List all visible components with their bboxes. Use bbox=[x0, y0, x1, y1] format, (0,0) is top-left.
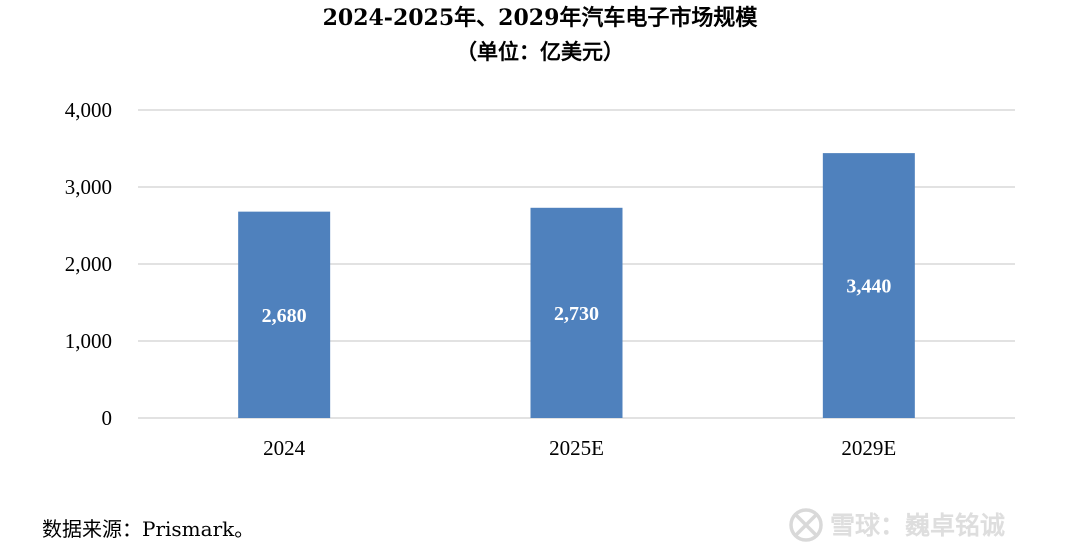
y-axis-tick-labels: 0 1,000 2,000 3,000 4,000 bbox=[65, 98, 112, 430]
data-label: 2,730 bbox=[554, 303, 599, 325]
x-tick-label: 2025E bbox=[549, 436, 604, 460]
y-tick-label: 1,000 bbox=[65, 329, 112, 353]
x-axis-tick-labels: 2024 2025E 2029E bbox=[263, 436, 896, 460]
watermark-text: 雪球：巍卓铭诚 bbox=[830, 511, 1005, 540]
source-note: 数据来源：Prismark。 bbox=[42, 517, 254, 541]
data-labels: 2,680 2,730 3,440 bbox=[262, 276, 892, 327]
y-tick-label: 2,000 bbox=[65, 252, 112, 276]
data-label: 2,680 bbox=[262, 305, 307, 327]
snowball-logo-icon bbox=[789, 508, 823, 542]
bars bbox=[238, 153, 915, 418]
y-tick-label: 4,000 bbox=[65, 98, 112, 122]
bar-2024 bbox=[238, 211, 331, 418]
watermark: 雪球：巍卓铭诚 bbox=[789, 508, 1005, 542]
y-tick-label: 0 bbox=[102, 406, 113, 430]
data-label: 3,440 bbox=[846, 276, 891, 298]
bar-2029e bbox=[822, 153, 915, 418]
x-tick-label: 2024 bbox=[263, 436, 306, 460]
bar-2025e bbox=[530, 207, 623, 418]
y-tick-label: 3,000 bbox=[65, 175, 112, 199]
chart-title: 2024-2025年、2029年汽车电子市场规模 bbox=[323, 5, 759, 31]
chart-subtitle: （单位：亿美元） bbox=[456, 39, 624, 64]
x-tick-label: 2029E bbox=[841, 436, 896, 460]
